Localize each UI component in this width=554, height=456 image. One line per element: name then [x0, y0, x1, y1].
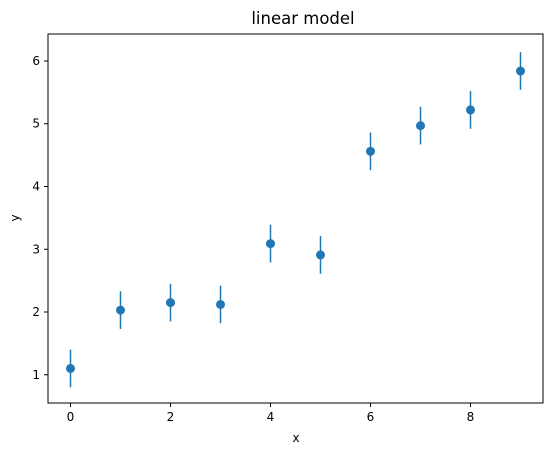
y-axis: 1 2 3 4 5 6 [32, 54, 48, 382]
x-tick-label: 6 [367, 410, 375, 424]
y-tick-label: 1 [32, 368, 40, 382]
data-point [316, 250, 325, 260]
data-series [66, 52, 525, 388]
chart-title: linear model [251, 9, 354, 28]
x-tick-label: 0 [67, 410, 75, 424]
plot-area [47, 33, 544, 404]
x-tick-label: 2 [167, 410, 175, 424]
data-point [266, 239, 275, 249]
y-tick-label: 5 [32, 117, 40, 131]
y-tick-label: 3 [32, 242, 40, 256]
y-tick-label: 6 [32, 54, 40, 68]
x-tick-label: 8 [467, 410, 475, 424]
data-point [66, 363, 75, 373]
data-point [166, 298, 175, 308]
data-point [366, 146, 375, 156]
data-point [216, 299, 225, 309]
y-tick-label: 4 [32, 179, 40, 193]
data-point [416, 121, 425, 131]
data-point [516, 66, 525, 76]
y-axis-label: y [8, 214, 22, 221]
x-axis: 0 2 4 6 8 [67, 403, 475, 424]
data-point [466, 105, 475, 115]
data-point [116, 305, 125, 315]
y-tick-label: 2 [32, 305, 40, 319]
x-axis-label: x [292, 431, 299, 445]
x-tick-label: 4 [267, 410, 275, 424]
